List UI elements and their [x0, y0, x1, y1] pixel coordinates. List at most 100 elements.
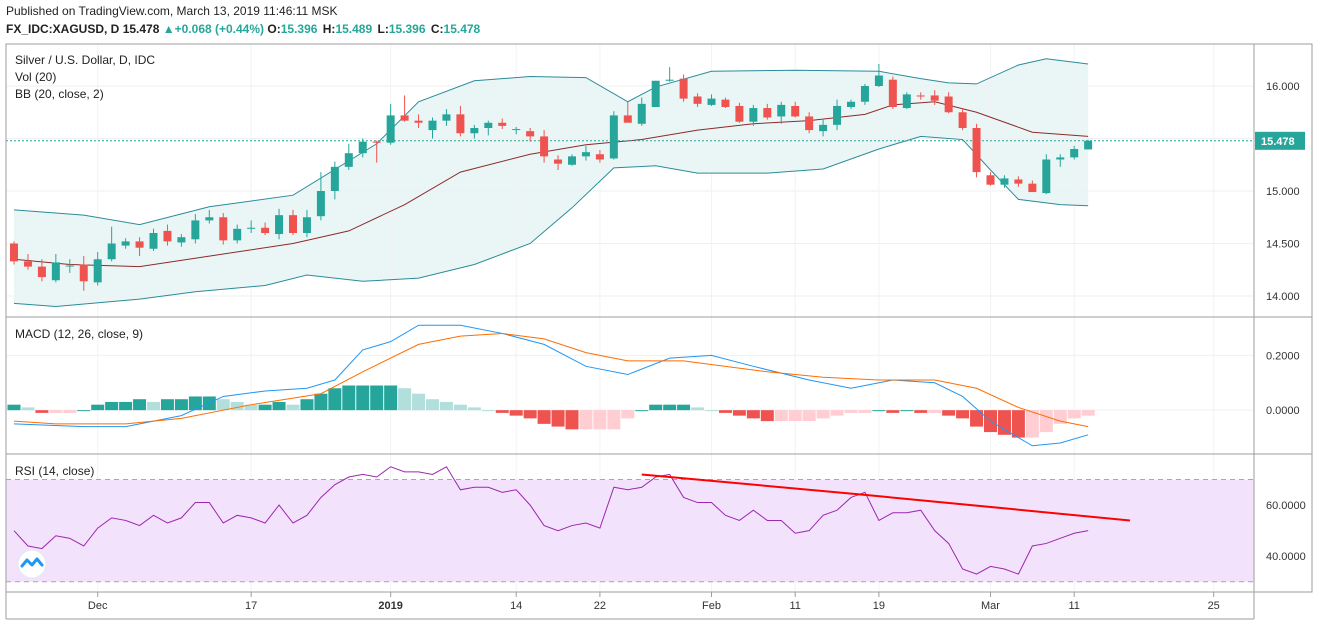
candle[interactable]	[121, 238, 130, 249]
candle[interactable]	[735, 102, 744, 123]
macd-histogram-bar	[1039, 410, 1053, 433]
candle[interactable]	[149, 228, 158, 251]
candle[interactable]	[51, 254, 60, 283]
macd-histogram-bar	[663, 404, 677, 411]
candle[interactable]	[400, 95, 409, 122]
candle[interactable]	[65, 259, 74, 273]
candle[interactable]	[568, 154, 576, 166]
candle[interactable]	[749, 104, 758, 126]
price-axes[interactable]: 16.00015.50015.00014.50014.0000.20000.00…	[5, 43, 1313, 620]
candle[interactable]	[10, 241, 18, 265]
macd-pane[interactable]	[7, 324, 1095, 447]
candle[interactable]	[609, 111, 618, 160]
candle[interactable]	[819, 118, 828, 137]
candle[interactable]	[540, 130, 549, 163]
bb-legend[interactable]: BB (20, close, 2)	[15, 87, 104, 101]
candle[interactable]	[386, 103, 395, 145]
macd-histogram-bar	[760, 410, 774, 422]
candle[interactable]	[191, 214, 200, 244]
symbol-name[interactable]: FX_IDC:XAGUSD, D	[6, 22, 120, 36]
candle[interactable]	[679, 74, 688, 102]
candle[interactable]	[330, 161, 339, 200]
candle[interactable]	[163, 224, 172, 246]
candle[interactable]	[344, 143, 353, 170]
candle[interactable]	[358, 138, 367, 158]
candle[interactable]	[470, 124, 479, 139]
candle[interactable]	[498, 118, 507, 130]
candle[interactable]	[595, 150, 604, 163]
candle[interactable]	[456, 105, 465, 137]
candle[interactable]	[484, 120, 493, 136]
price-pane[interactable]	[6, 58, 1254, 308]
candle[interactable]	[916, 92, 925, 100]
candle[interactable]	[107, 226, 116, 262]
candle[interactable]	[1070, 145, 1079, 160]
candle[interactable]	[37, 259, 46, 282]
candle[interactable]	[693, 93, 702, 107]
tradingview-logo-icon	[17, 549, 47, 579]
candle[interactable]	[721, 97, 730, 109]
candle[interactable]	[1000, 175, 1009, 188]
candle[interactable]	[623, 101, 632, 123]
candle[interactable]	[261, 222, 270, 236]
candle[interactable]	[651, 80, 660, 107]
candle[interactable]	[233, 224, 242, 244]
candle[interactable]	[275, 208, 284, 240]
candle[interactable]	[93, 251, 102, 286]
vol-legend[interactable]: Vol (20)	[15, 70, 57, 84]
macd-histogram-bar	[607, 410, 621, 430]
candle[interactable]	[1014, 176, 1023, 187]
candle[interactable]	[1042, 154, 1051, 195]
macd-histogram-bar	[481, 410, 495, 412]
candle[interactable]	[707, 94, 716, 106]
candle[interactable]	[637, 97, 646, 126]
rsi-legend[interactable]: RSI (14, close)	[15, 464, 95, 478]
candle[interactable]	[665, 67, 674, 82]
candle[interactable]	[526, 128, 535, 142]
candle[interactable]	[972, 123, 981, 178]
candle[interactable]	[777, 101, 786, 124]
candle[interactable]	[930, 90, 939, 105]
candle[interactable]	[219, 213, 228, 245]
candle[interactable]	[23, 254, 32, 270]
candle[interactable]	[205, 209, 214, 224]
macd-histogram-bar	[551, 410, 565, 427]
candle[interactable]	[902, 92, 911, 110]
candle[interactable]	[414, 114, 423, 128]
candle[interactable]	[847, 99, 855, 110]
candle[interactable]	[135, 237, 144, 257]
main-legend-title[interactable]: Silver / U.S. Dollar, D, IDC	[15, 53, 156, 67]
candle[interactable]	[554, 155, 563, 170]
candle[interactable]	[177, 234, 186, 247]
candle[interactable]	[372, 140, 381, 163]
rsi-trendline[interactable]	[641, 473, 1131, 522]
candle[interactable]	[833, 99, 842, 131]
macd-legend[interactable]: MACD (12, 26, close, 9)	[15, 327, 144, 341]
time-axis[interactable]: Dec 17 2019 14 22 Feb 11 19 Mar 11 25	[88, 592, 1220, 612]
candle[interactable]	[763, 103, 772, 120]
candle[interactable]	[888, 76, 897, 110]
candle[interactable]	[442, 109, 451, 126]
candle[interactable]	[581, 145, 590, 161]
candle[interactable]	[302, 209, 311, 238]
candle[interactable]	[247, 220, 256, 233]
candle[interactable]	[1056, 154, 1065, 167]
candle[interactable]	[958, 108, 967, 131]
candle[interactable]	[874, 63, 883, 88]
macd-histogram-bar	[802, 410, 816, 422]
candle[interactable]	[1084, 139, 1093, 150]
candle[interactable]	[860, 83, 869, 105]
candle[interactable]	[289, 209, 297, 236]
candle[interactable]	[944, 92, 953, 114]
candle[interactable]	[791, 101, 800, 118]
candle[interactable]	[986, 172, 995, 186]
candle[interactable]	[512, 126, 521, 135]
candle[interactable]	[428, 117, 437, 139]
candle[interactable]	[316, 172, 325, 221]
candle[interactable]	[805, 112, 814, 134]
candle[interactable]	[1028, 180, 1037, 193]
candle[interactable]	[79, 256, 88, 291]
rsi-pane[interactable]	[6, 466, 1254, 583]
macd-line	[13, 324, 1089, 447]
